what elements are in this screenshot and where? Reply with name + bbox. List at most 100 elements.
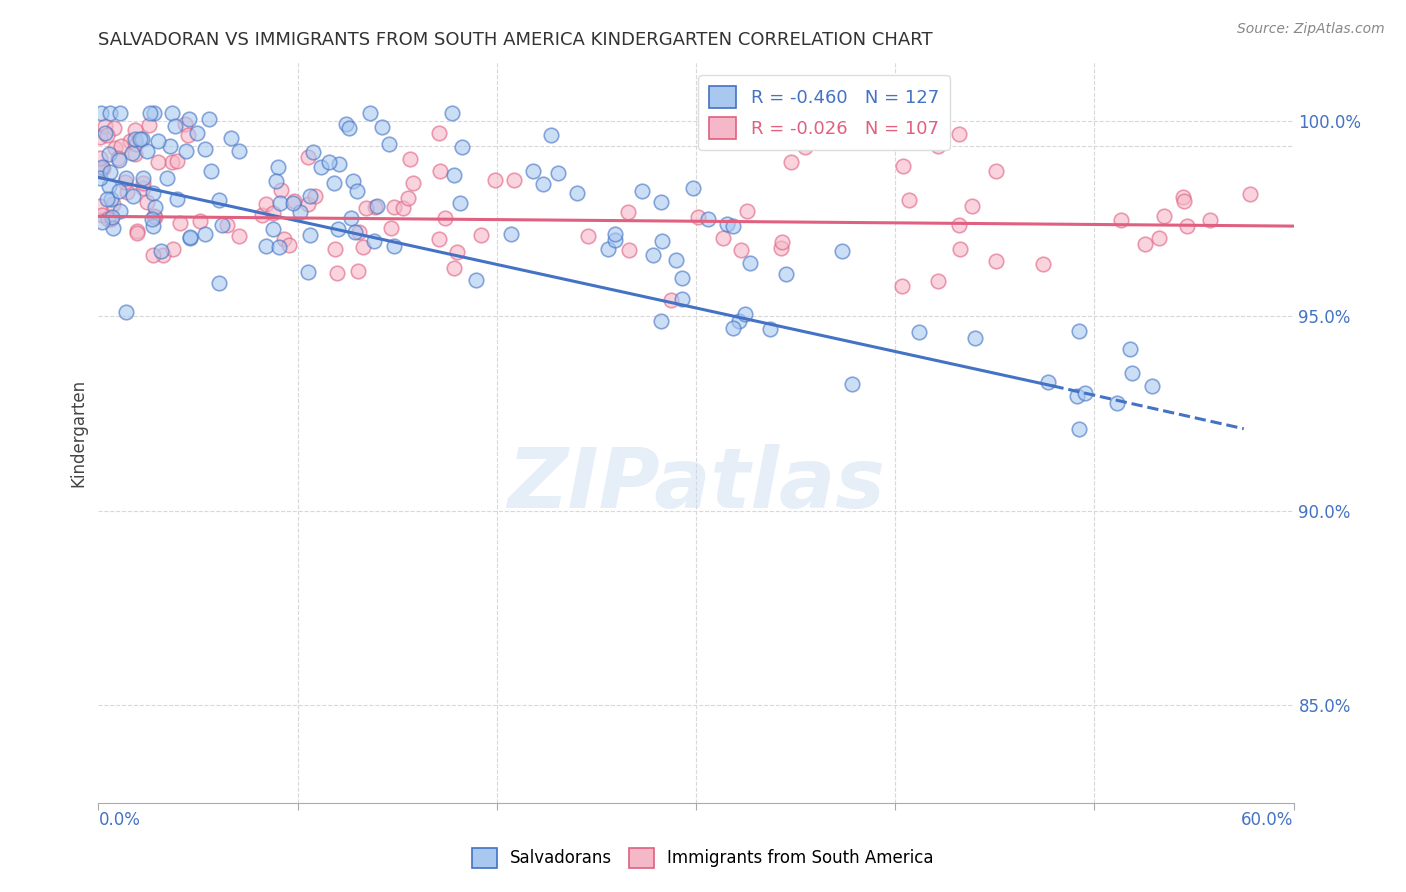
Point — [651, 235, 673, 249]
Point — [94, 119, 117, 133]
Point — [335, 117, 357, 131]
Point — [328, 221, 350, 235]
Point — [565, 186, 588, 200]
Point — [228, 229, 250, 244]
Point — [100, 165, 122, 179]
Point — [326, 266, 349, 280]
Point — [893, 159, 915, 173]
Point — [141, 211, 163, 226]
Y-axis label: Kindergarten: Kindergarten — [69, 378, 87, 487]
Legend: Salvadorans, Immigrants from South America: Salvadorans, Immigrants from South Ameri… — [465, 841, 941, 875]
Point — [124, 123, 146, 137]
Point — [738, 256, 761, 270]
Point — [576, 228, 599, 243]
Point — [1069, 422, 1091, 436]
Point — [1121, 366, 1143, 380]
Point — [297, 150, 319, 164]
Point — [433, 211, 456, 225]
Point — [986, 254, 1008, 268]
Point — [96, 192, 118, 206]
Point — [391, 201, 413, 215]
Point — [384, 200, 406, 214]
Point — [1119, 342, 1142, 356]
Point — [758, 322, 780, 336]
Point — [156, 171, 179, 186]
Point — [927, 139, 949, 153]
Point — [547, 166, 569, 180]
Point — [927, 274, 949, 288]
Point — [100, 192, 122, 206]
Point — [794, 140, 817, 154]
Point — [108, 153, 131, 168]
Point — [540, 128, 562, 142]
Point — [188, 213, 211, 227]
Point — [97, 211, 120, 226]
Point — [254, 197, 277, 211]
Point — [127, 227, 149, 241]
Point — [298, 189, 321, 203]
Point — [89, 130, 111, 145]
Point — [108, 106, 131, 120]
Point — [728, 313, 751, 327]
Point — [211, 218, 233, 232]
Point — [831, 244, 853, 258]
Point — [1066, 389, 1088, 403]
Point — [721, 321, 744, 335]
Point — [142, 219, 165, 233]
Point — [986, 164, 1008, 178]
Point — [631, 184, 654, 198]
Point — [228, 144, 250, 158]
Point — [1107, 395, 1129, 409]
Point — [256, 239, 278, 253]
Point — [124, 147, 146, 161]
Point — [770, 241, 793, 255]
Point — [197, 112, 219, 126]
Point — [907, 325, 929, 339]
Point — [91, 160, 114, 174]
Point — [441, 106, 464, 120]
Point — [380, 221, 402, 235]
Point — [841, 376, 863, 391]
Point — [90, 162, 112, 177]
Point — [948, 127, 970, 141]
Point — [366, 199, 388, 213]
Point — [328, 157, 350, 171]
Point — [91, 161, 114, 176]
Point — [470, 228, 492, 243]
Point — [399, 153, 422, 167]
Point — [146, 154, 169, 169]
Point — [1147, 231, 1170, 245]
Point — [174, 144, 197, 158]
Point — [143, 210, 166, 224]
Point — [104, 141, 127, 155]
Point — [89, 199, 111, 213]
Point — [1175, 219, 1198, 233]
Text: SALVADORAN VS IMMIGRANTS FROM SOUTH AMERICA KINDERGARTEN CORRELATION CHART: SALVADORAN VS IMMIGRANTS FROM SOUTH AMER… — [98, 31, 934, 49]
Point — [101, 196, 124, 211]
Point — [617, 204, 640, 219]
Point — [402, 176, 425, 190]
Point — [219, 131, 242, 145]
Text: 60.0%: 60.0% — [1241, 811, 1294, 829]
Point — [948, 218, 970, 232]
Point — [686, 210, 709, 224]
Point — [650, 195, 672, 210]
Point — [364, 200, 387, 214]
Point — [207, 276, 229, 290]
Point — [160, 154, 183, 169]
Point — [342, 174, 364, 188]
Point — [370, 120, 392, 134]
Point — [173, 118, 195, 132]
Point — [659, 293, 682, 308]
Point — [960, 199, 983, 213]
Point — [152, 247, 174, 261]
Point — [142, 248, 165, 262]
Point — [340, 211, 363, 225]
Point — [596, 242, 619, 256]
Point — [107, 151, 129, 165]
Point — [179, 230, 201, 244]
Point — [963, 331, 986, 345]
Point — [770, 235, 793, 249]
Point — [159, 138, 181, 153]
Point — [100, 212, 122, 227]
